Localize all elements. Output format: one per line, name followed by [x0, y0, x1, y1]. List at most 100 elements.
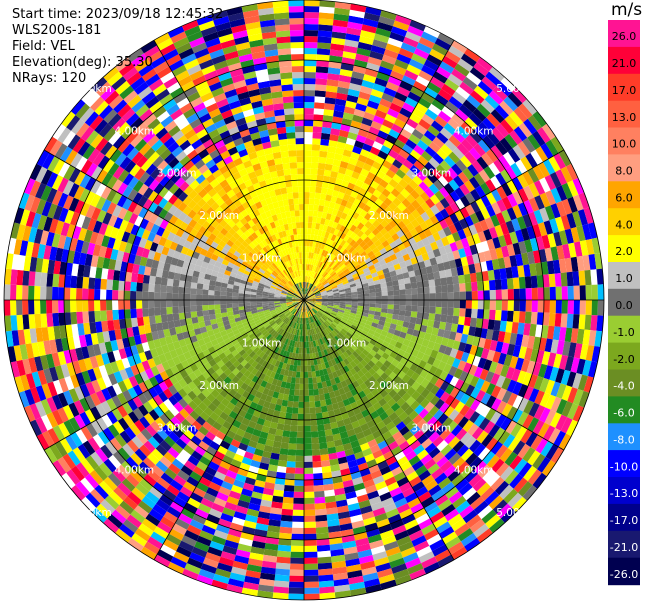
velocity-gate	[203, 278, 211, 285]
velocity-gate	[297, 317, 301, 324]
velocity-gate	[289, 320, 294, 327]
velocity-gate	[398, 541, 414, 553]
velocity-gate	[545, 394, 557, 410]
velocity-gate	[560, 272, 568, 287]
velocity-gate	[324, 231, 330, 239]
velocity-gate	[333, 306, 340, 310]
velocity-gate	[411, 209, 421, 219]
velocity-gate	[248, 350, 256, 358]
velocity-gate	[355, 281, 362, 286]
velocity-gate	[133, 255, 142, 266]
velocity-gate	[308, 283, 312, 289]
velocity-gate	[312, 287, 318, 292]
velocity-gate	[523, 264, 531, 277]
velocity-gate	[367, 383, 376, 393]
velocity-gate	[232, 405, 241, 415]
velocity-gate	[260, 393, 268, 401]
velocity-gate	[273, 586, 289, 594]
velocity-gate	[316, 282, 321, 288]
velocity-gate	[436, 456, 449, 468]
velocity-gate	[293, 334, 297, 342]
velocity-gate	[485, 514, 501, 529]
velocity-gate	[367, 342, 375, 350]
velocity-gate	[333, 294, 340, 297]
velocity-gate	[142, 308, 149, 317]
velocity-gate	[130, 364, 140, 376]
velocity-gate	[107, 237, 116, 249]
velocity-gate	[354, 244, 362, 252]
velocity-gate	[317, 430, 326, 438]
velocity-gate	[489, 279, 496, 291]
velocity-gate	[264, 282, 272, 288]
velocity-gate	[313, 479, 324, 486]
velocity-gate	[213, 407, 223, 417]
velocity-gate	[331, 384, 339, 392]
velocity-gate	[315, 520, 328, 528]
velocity-gate	[181, 418, 192, 430]
velocity-gate	[341, 344, 349, 352]
velocity-gate	[517, 202, 529, 217]
velocity-gate	[308, 210, 314, 217]
velocity-gate	[257, 287, 264, 292]
velocity-gate	[509, 231, 519, 245]
velocity-gate	[416, 240, 425, 249]
velocity-gate	[235, 505, 249, 515]
velocity-gate	[238, 309, 246, 314]
velocity-gate	[368, 216, 377, 225]
velocity-gate	[541, 351, 551, 366]
velocity-gate	[214, 300, 221, 305]
velocity-gate	[512, 381, 523, 396]
velocity-gate	[420, 201, 431, 212]
velocity-gate	[383, 48, 399, 60]
velocity-gate	[435, 255, 444, 265]
velocity-gate	[229, 335, 237, 342]
velocity-gate	[29, 419, 42, 437]
velocity-gate	[483, 166, 496, 180]
velocity-gate	[218, 352, 227, 360]
velocity-gate	[343, 313, 350, 318]
velocity-gate	[360, 423, 370, 432]
velocity-gate	[277, 285, 284, 290]
velocity-gate	[538, 222, 548, 237]
velocity-gate	[226, 352, 235, 361]
velocity-gate	[270, 321, 276, 327]
velocity-gate	[188, 329, 196, 338]
velocity-gate	[415, 75, 430, 87]
velocity-gate	[262, 450, 272, 459]
velocity-gate	[365, 106, 378, 116]
velocity-gate	[84, 177, 97, 191]
velocity-gate	[22, 358, 32, 375]
velocity-gate	[192, 396, 203, 407]
velocity-gate	[238, 296, 245, 300]
velocity-gate	[456, 444, 469, 457]
velocity-gate	[484, 371, 495, 383]
velocity-gate	[434, 494, 449, 507]
velocity-gate	[355, 488, 367, 497]
velocity-gate	[308, 291, 313, 296]
velocity-gate	[444, 244, 453, 254]
velocity-gate	[344, 342, 351, 349]
velocity-gate	[342, 315, 349, 320]
velocity-gate	[351, 307, 358, 312]
velocity-gate	[203, 407, 214, 417]
velocity-gate	[320, 289, 326, 293]
velocity-gate	[300, 323, 303, 330]
velocity-gate	[432, 435, 444, 448]
velocity-gate	[292, 297, 299, 300]
velocity-gate	[119, 430, 132, 444]
velocity-gate	[290, 545, 304, 552]
velocity-gate	[400, 248, 409, 257]
velocity-gate	[392, 431, 403, 441]
velocity-gate	[306, 311, 309, 318]
velocity-gate	[403, 277, 411, 284]
velocity-gate	[306, 240, 311, 247]
velocity-gate	[471, 308, 478, 319]
velocity-gate	[299, 389, 304, 396]
velocity-gate	[428, 279, 436, 287]
velocity-gate	[323, 349, 329, 356]
velocity-gate	[340, 393, 348, 401]
velocity-gate	[327, 301, 334, 304]
velocity-gate	[28, 227, 38, 243]
velocity-gate	[361, 79, 375, 89]
velocity-gate	[530, 311, 538, 325]
